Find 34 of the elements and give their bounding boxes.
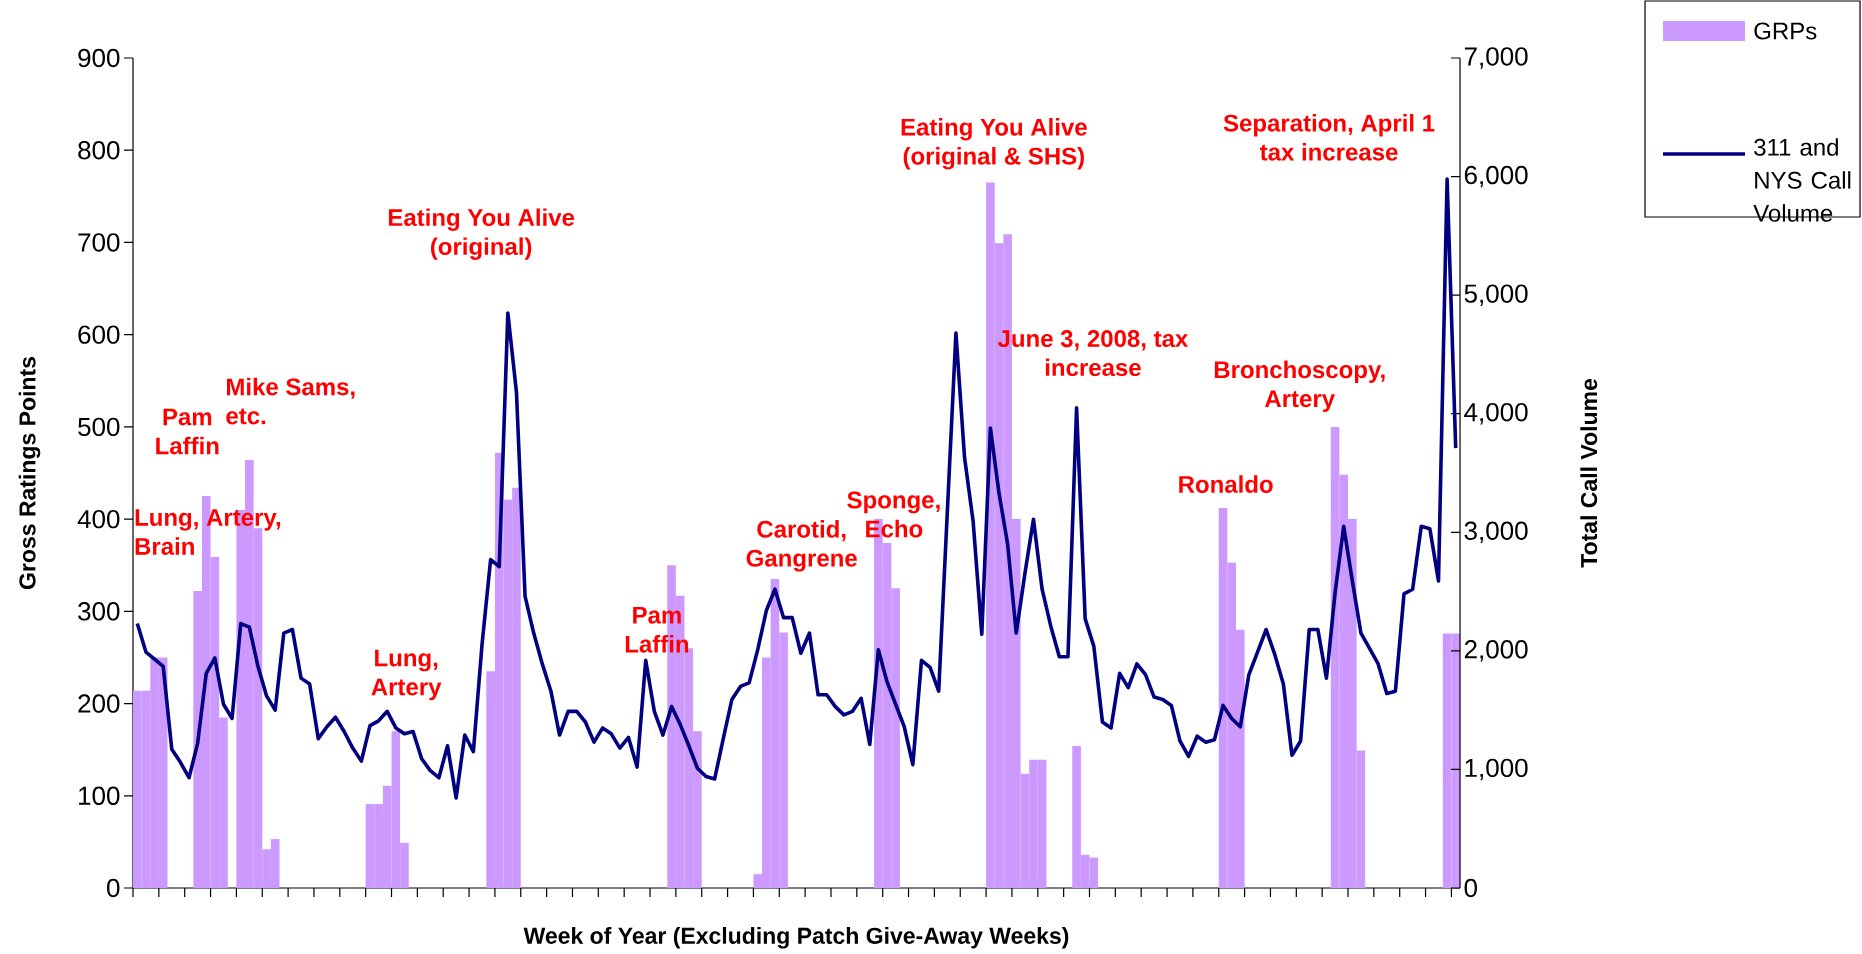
- annotation: Lung, Artery, Brain: [135, 509, 281, 555]
- y2-tick-label: 3,000: [1464, 521, 1528, 544]
- annotation: Pam Laffin: [625, 606, 689, 653]
- annotation: Pam Laffin: [156, 408, 219, 455]
- y-tick-label: 300: [78, 602, 120, 621]
- y2-tick-label: 2,000: [1464, 640, 1528, 662]
- annotation: Lung, Artery: [371, 649, 442, 701]
- annotation: Eating You Alive (original & SHS): [901, 118, 1087, 170]
- legend-label: GRPs: [1754, 22, 1817, 40]
- y-tick-label: 0: [107, 878, 120, 898]
- y2-tick-label: 7,000: [1464, 47, 1528, 69]
- y2-tick-label: 5,000: [1464, 284, 1528, 306]
- y-tick-label: 400: [77, 509, 120, 529]
- x-axis-title: Week of Year (Excluding Patch Give-Away Weeks): [523, 927, 1069, 949]
- y2-tick-label: 0: [1464, 878, 1477, 898]
- y-tick-label: 700: [78, 233, 120, 252]
- y-tick-label: 500: [78, 417, 120, 437]
- y2-tick-label: 6,000: [1464, 165, 1528, 188]
- legend-label: 311 and NYS Call Volume: [1753, 138, 1851, 222]
- annotation: Eating You Alive (original): [388, 208, 575, 260]
- y-axis-title: Gross Ratings Points: [18, 357, 41, 589]
- annotation: Mike Sams, etc.: [226, 377, 355, 425]
- y2-axis-title: Total Call Volume: [1580, 378, 1598, 568]
- y-tick-label: 800: [78, 141, 120, 160]
- y-tick-label: 200: [78, 694, 120, 713]
- annotation: Separation, April 1 tax increase: [1223, 114, 1435, 161]
- annotation: Ronaldo: [1179, 475, 1273, 493]
- y-tick-label: 100: [79, 786, 120, 805]
- annotation: June 3, 2008, tax increase: [997, 330, 1189, 377]
- y-tick-label: 900: [78, 48, 120, 68]
- y-tick-label: 600: [78, 325, 120, 344]
- y2-tick-label: 4,000: [1464, 402, 1528, 425]
- annotation: Bronchoscopy, Artery: [1214, 360, 1385, 413]
- y2-tick-label: 1,000: [1465, 758, 1528, 781]
